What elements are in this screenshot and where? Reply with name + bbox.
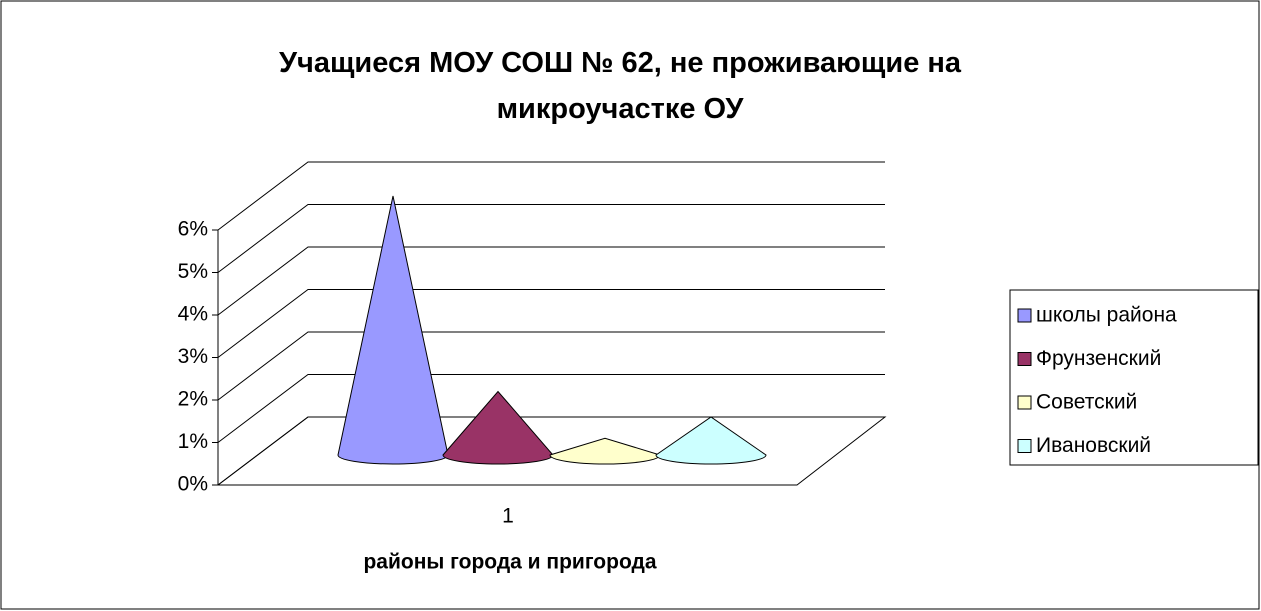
legend-label: Ивановский: [1036, 434, 1151, 457]
grid-line: [217, 331, 885, 401]
legend-swatch: [1017, 352, 1032, 366]
x-axis-title: районы города и пригорода: [363, 551, 656, 574]
legend-label: Советский: [1036, 391, 1137, 414]
y-tick-label: 0%: [178, 473, 208, 496]
grid-line: [217, 416, 885, 486]
grid-line: [217, 374, 885, 443]
grid-line: [217, 204, 885, 273]
y-tick-label: 2%: [178, 388, 208, 411]
y-tick-label: 1%: [178, 430, 208, 453]
y-tick-label: 3%: [178, 345, 208, 368]
legend-label: школы района: [1036, 304, 1177, 327]
grid-line: [217, 246, 885, 316]
y-tick-label: 6%: [178, 218, 208, 241]
legend-swatch: [1017, 308, 1032, 323]
legend-label: Фрунзенский: [1036, 347, 1161, 370]
grid-line: [217, 289, 885, 358]
grid-line: [217, 161, 885, 231]
cone: [655, 416, 767, 465]
y-tick-label: 4%: [178, 303, 208, 326]
chart-title: Учащиеся МОУ СОШ № 62, не проживающие на…: [278, 47, 962, 125]
legend-swatch: [1017, 439, 1032, 453]
legend-swatch: [1017, 395, 1032, 410]
y-tick-label: 5%: [178, 260, 208, 283]
legend-box: [1009, 289, 1259, 466]
x-tick-label: 1: [502, 505, 514, 528]
